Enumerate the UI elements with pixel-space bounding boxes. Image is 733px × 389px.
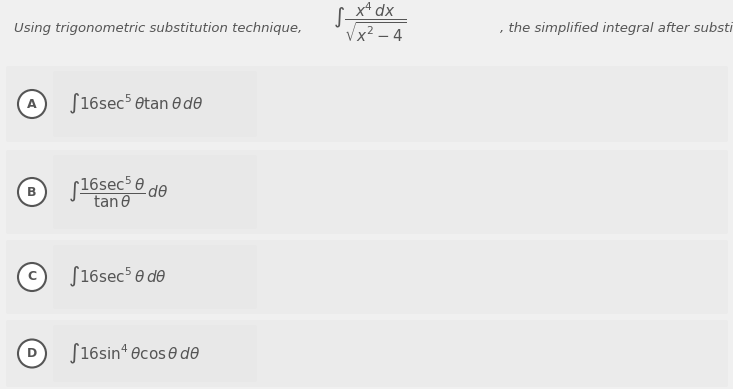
Text: , the simplified integral after substitution is:: , the simplified integral after substitu… bbox=[500, 21, 733, 35]
Circle shape bbox=[18, 90, 46, 118]
FancyBboxPatch shape bbox=[53, 325, 257, 382]
Circle shape bbox=[18, 340, 46, 368]
Circle shape bbox=[18, 178, 46, 206]
Text: $\int \dfrac{16\sec^5\theta}{\tan\theta}\,d\theta$: $\int \dfrac{16\sec^5\theta}{\tan\theta}… bbox=[68, 174, 169, 210]
FancyBboxPatch shape bbox=[53, 245, 257, 309]
Text: C: C bbox=[27, 270, 37, 284]
Text: $\int \dfrac{x^4\,dx}{\sqrt{x^2-4}}$: $\int \dfrac{x^4\,dx}{\sqrt{x^2-4}}$ bbox=[334, 0, 407, 44]
FancyBboxPatch shape bbox=[6, 66, 728, 142]
Text: A: A bbox=[27, 98, 37, 110]
FancyBboxPatch shape bbox=[53, 71, 257, 137]
Text: $\int 16\sec^5\theta\tan\theta\,d\theta$: $\int 16\sec^5\theta\tan\theta\,d\theta$ bbox=[68, 92, 204, 116]
Text: D: D bbox=[27, 347, 37, 360]
FancyBboxPatch shape bbox=[6, 150, 728, 234]
Circle shape bbox=[18, 263, 46, 291]
FancyBboxPatch shape bbox=[6, 320, 728, 387]
FancyBboxPatch shape bbox=[6, 240, 728, 314]
Text: B: B bbox=[27, 186, 37, 198]
Text: Using trigonometric substitution technique,: Using trigonometric substitution techniq… bbox=[14, 21, 302, 35]
Text: $\int 16\sec^5\theta\,d\theta$: $\int 16\sec^5\theta\,d\theta$ bbox=[68, 265, 166, 289]
Text: $\int 16\sin^4\theta\cos\theta\,d\theta$: $\int 16\sin^4\theta\cos\theta\,d\theta$ bbox=[68, 342, 200, 366]
FancyBboxPatch shape bbox=[53, 155, 257, 229]
